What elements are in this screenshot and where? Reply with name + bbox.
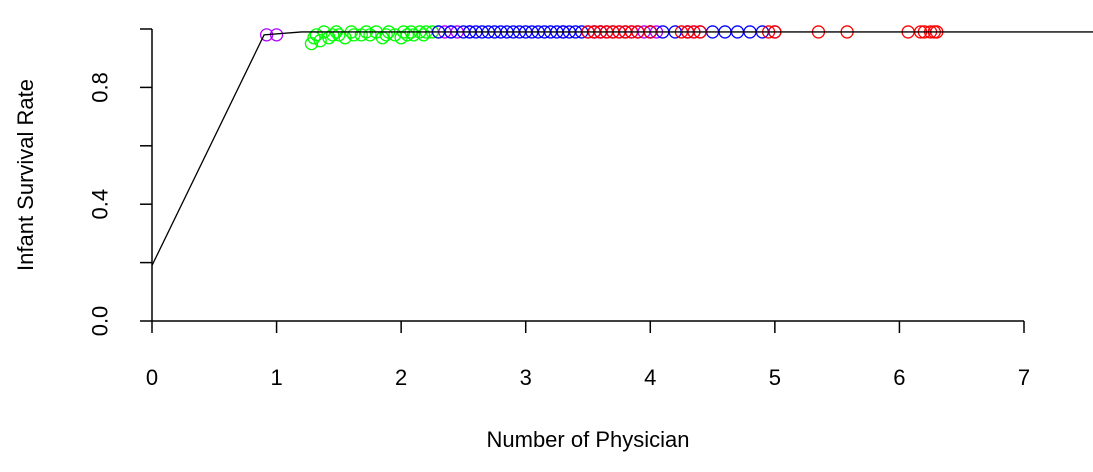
- data-point: [332, 28, 346, 42]
- fit-line: [151, 31, 1093, 266]
- series-points: [304, 25, 446, 51]
- data-point: [259, 28, 274, 42]
- axes: 0 1 2 3 4 5 6 7 0.0 0.4 0.8: [88, 28, 1030, 390]
- y-axis-label: Infant Survival Rate: [13, 79, 38, 271]
- y-tick-label: 0.4: [88, 189, 113, 220]
- x-tick-label: 4: [644, 365, 656, 390]
- y-axis-ticks: 0.0 0.4 0.8: [88, 28, 152, 337]
- data-point: [313, 34, 327, 48]
- x-axis-label: Number of Physician: [487, 427, 690, 452]
- x-axis-ticks: 0 1 2 3 4 5 6 7: [146, 321, 1030, 390]
- x-tick-label: 2: [395, 365, 407, 390]
- data-point: [347, 28, 361, 42]
- x-tick-label: 5: [769, 365, 781, 390]
- x-tick-label: 6: [893, 365, 905, 390]
- y-tick-label: 0.0: [88, 306, 113, 337]
- data-point: [363, 28, 377, 42]
- x-tick-label: 0: [146, 365, 158, 390]
- data-point: [379, 28, 393, 42]
- y-tick-label: 0.8: [88, 72, 113, 103]
- x-tick-label: 7: [1018, 365, 1030, 390]
- data-point: [325, 28, 340, 42]
- data-point: [416, 28, 431, 42]
- data-points: [259, 25, 944, 51]
- x-tick-label: 3: [520, 365, 532, 390]
- x-tick-label: 1: [270, 365, 282, 390]
- data-point: [400, 28, 415, 42]
- data-point: [406, 28, 421, 42]
